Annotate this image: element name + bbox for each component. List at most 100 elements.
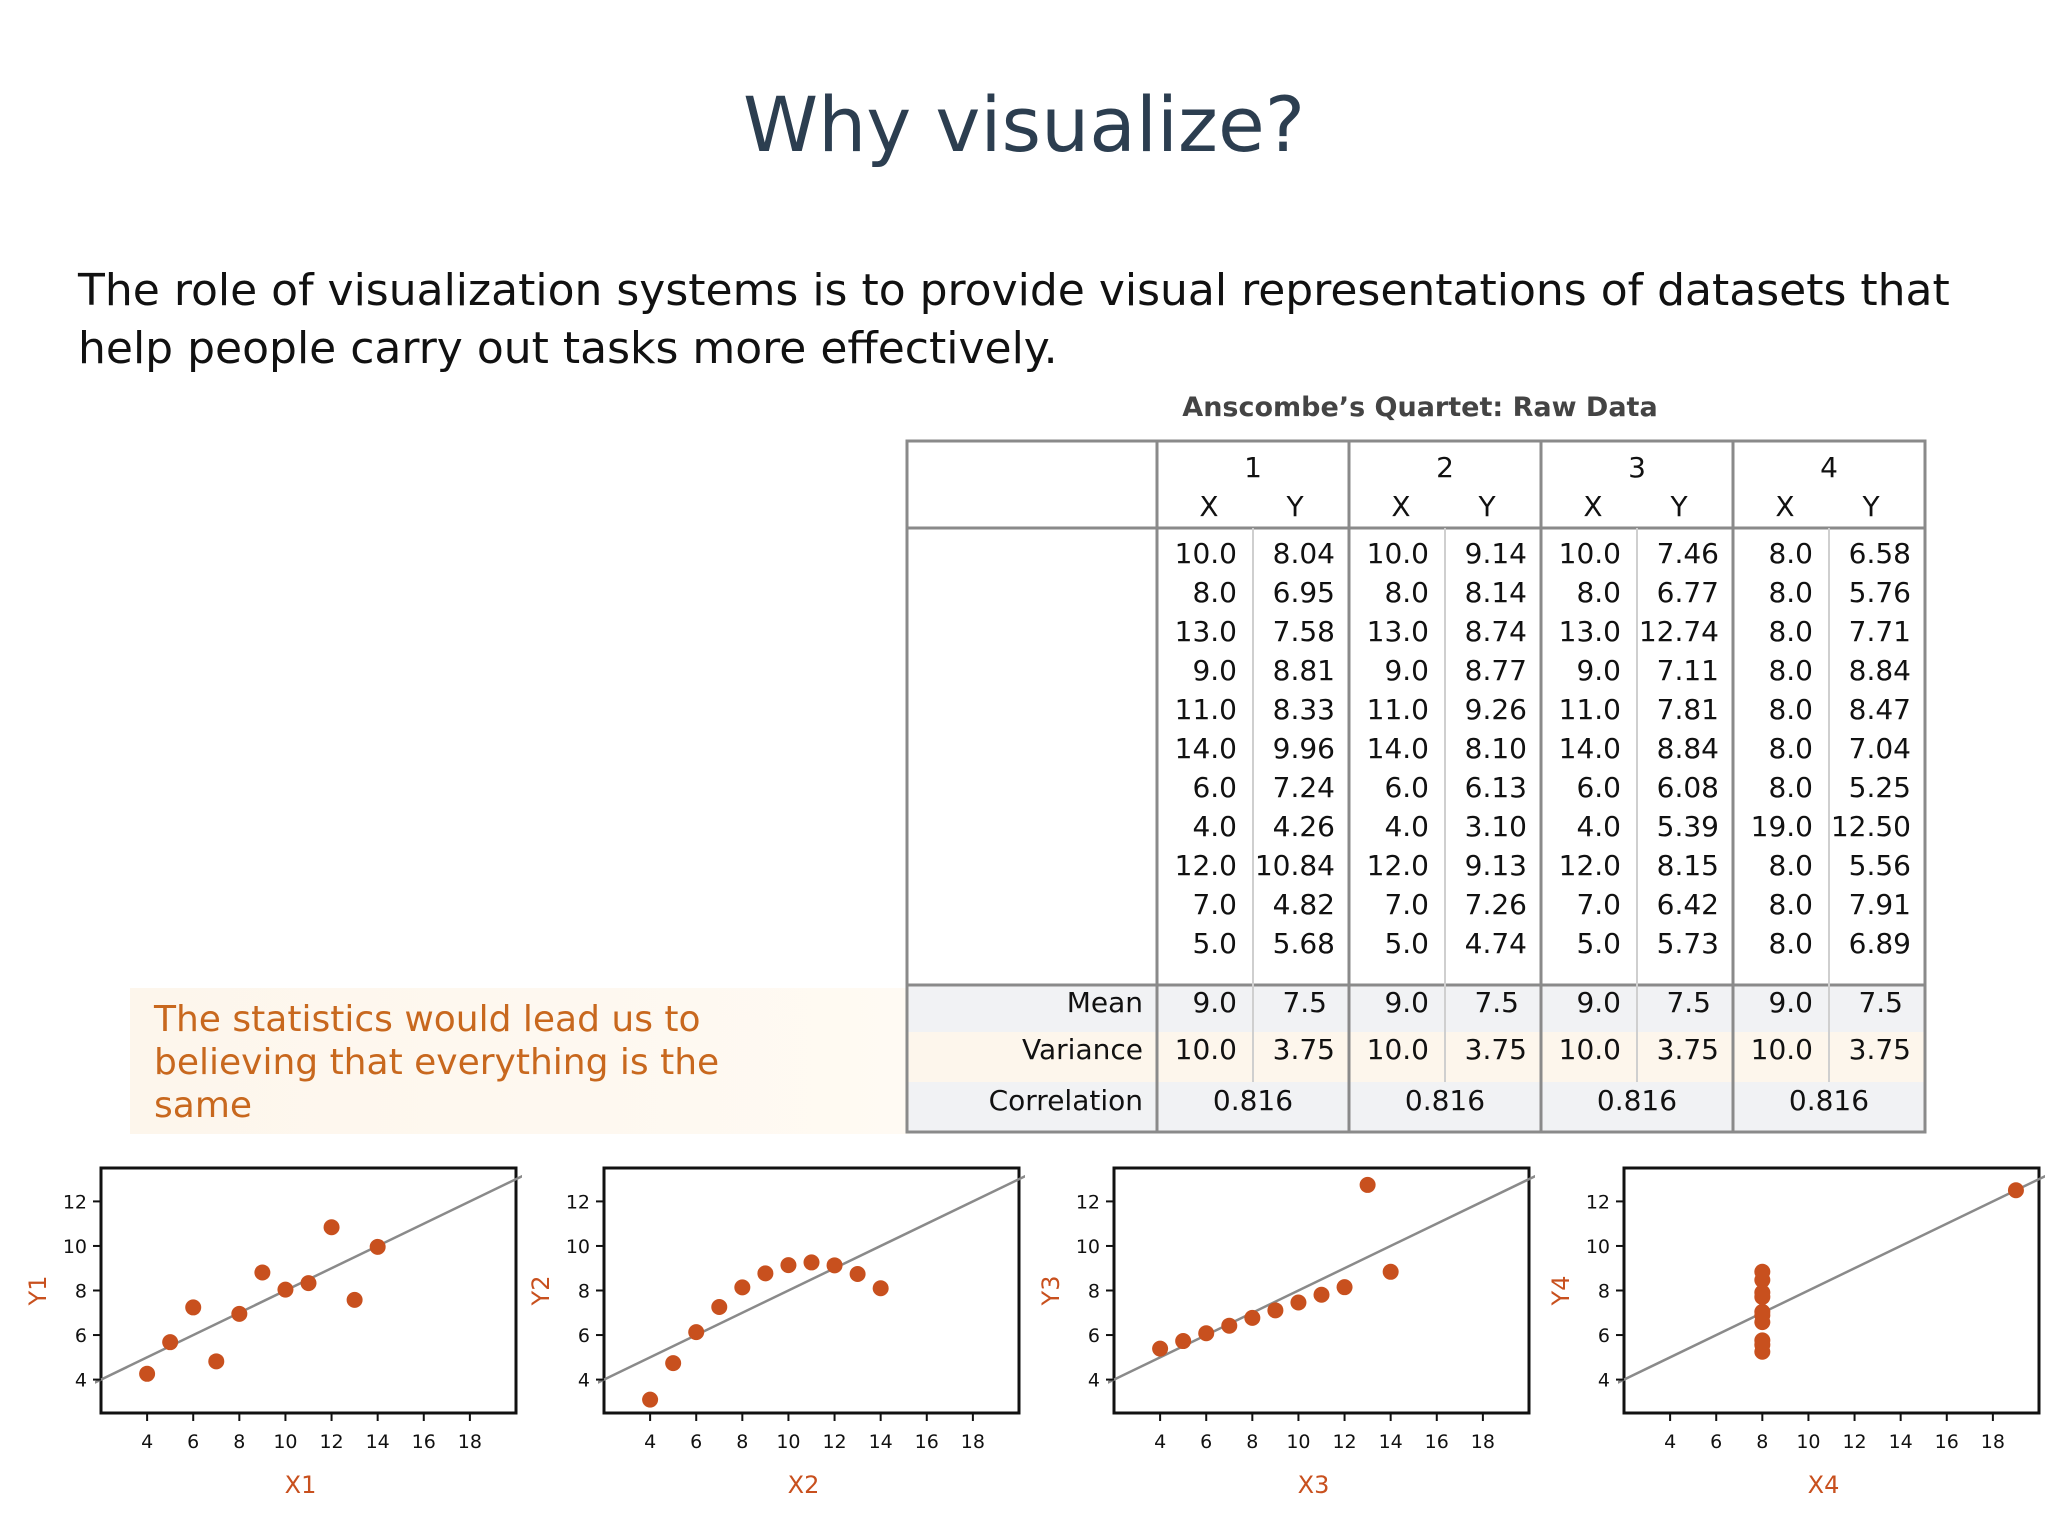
- x-tick-label: 12: [319, 1431, 343, 1453]
- table-cell: 13.0: [1175, 615, 1237, 648]
- x-tick-label: 10: [273, 1431, 297, 1453]
- x-tick-label: 14: [869, 1431, 893, 1453]
- table-cell: 8.0: [1768, 576, 1813, 609]
- y-tick-label: 12: [63, 1191, 87, 1213]
- x-tick-label: 10: [1286, 1431, 1310, 1453]
- table-cell: 5.73: [1657, 927, 1719, 960]
- data-point: [208, 1353, 225, 1370]
- table-cell: 10.0: [1175, 537, 1237, 570]
- table-cell: 5.68: [1273, 927, 1335, 960]
- x-tick-label: 8: [1246, 1431, 1258, 1453]
- stat-mean-x: 9.0: [1384, 986, 1429, 1019]
- table-cell: 5.25: [1849, 771, 1911, 804]
- x-tick-label: 8: [233, 1431, 245, 1453]
- stat-label-mean: Mean: [1067, 986, 1143, 1019]
- stat-variance-x: 10.0: [1175, 1033, 1237, 1066]
- x-tick-label: 6: [187, 1431, 199, 1453]
- table-cell: 6.95: [1273, 576, 1335, 609]
- table-cell: 8.74: [1465, 615, 1527, 648]
- data-point: [2007, 1182, 2024, 1199]
- stat-correlation: 0.816: [1405, 1084, 1485, 1117]
- x-tick-label: 18: [458, 1431, 482, 1453]
- table-cell: 4.0: [1384, 810, 1429, 843]
- table-cell: 12.50: [1831, 810, 1911, 843]
- data-point: [323, 1219, 340, 1236]
- stat-label-correlation: Correlation: [989, 1084, 1143, 1117]
- stat-variance-x: 10.0: [1559, 1033, 1621, 1066]
- data-point: [369, 1238, 386, 1255]
- x-tick-label: 8: [1756, 1431, 1768, 1453]
- y-tick-label: 4: [75, 1370, 87, 1392]
- table-cell: 8.33: [1273, 693, 1335, 726]
- table-cell: 5.0: [1192, 927, 1237, 960]
- data-point: [849, 1266, 866, 1283]
- table-cell: 8.0: [1768, 927, 1813, 960]
- x-tick-label: 6: [690, 1431, 702, 1453]
- x-tick-label: 14: [1889, 1431, 1913, 1453]
- table-cell: 8.0: [1768, 849, 1813, 882]
- table-cell: 12.0: [1559, 849, 1621, 882]
- data-point: [1382, 1263, 1399, 1280]
- table-cell: 6.08: [1657, 771, 1719, 804]
- data-point: [1754, 1307, 1771, 1324]
- table-cell: 9.96: [1273, 732, 1335, 765]
- y-tick-label: 10: [63, 1236, 87, 1258]
- y-axis-label: Y1: [24, 1276, 52, 1307]
- regression-line: [598, 1174, 1025, 1384]
- table-cell: 8.0: [1768, 654, 1813, 687]
- y-tick-label: 8: [75, 1281, 87, 1303]
- stat-row-variance-bg: [907, 1032, 1925, 1082]
- y-axis-label: Y2: [527, 1276, 555, 1307]
- table-cell: 6.77: [1657, 576, 1719, 609]
- stat-mean-x: 9.0: [1768, 986, 1813, 1019]
- table-cell: 8.0: [1768, 771, 1813, 804]
- stat-mean-y: 7.5: [1666, 986, 1711, 1019]
- x-tick-label: 12: [822, 1431, 846, 1453]
- stat-variance-x: 10.0: [1367, 1033, 1429, 1066]
- table-cell: 4.0: [1192, 810, 1237, 843]
- table-cell: 11.0: [1175, 693, 1237, 726]
- data-point: [1152, 1340, 1169, 1357]
- table-cell: 7.81: [1657, 693, 1719, 726]
- data-point: [1198, 1325, 1215, 1342]
- data-point: [1175, 1333, 1192, 1350]
- statistics-callout: The statistics would lead us to believin…: [130, 988, 910, 1134]
- table-cell: 19.0: [1751, 810, 1813, 843]
- data-point: [162, 1334, 179, 1351]
- y-tick-label: 8: [1598, 1281, 1610, 1303]
- table-cell: 8.0: [1768, 732, 1813, 765]
- x-tick-label: 10: [776, 1431, 800, 1453]
- x-tick-label: 4: [141, 1431, 153, 1453]
- x-tick-label: 16: [412, 1431, 436, 1453]
- table-cell: 12.0: [1367, 849, 1429, 882]
- data-point: [872, 1280, 889, 1297]
- x-axis-label: X2: [788, 1471, 820, 1499]
- table-cell: 4.74: [1465, 927, 1527, 960]
- stat-variance-y: 3.75: [1273, 1033, 1335, 1066]
- x-tick-label: 14: [366, 1431, 390, 1453]
- table-cell: 8.15: [1657, 849, 1719, 882]
- data-point: [826, 1257, 843, 1274]
- x-tick-label: 12: [1842, 1431, 1866, 1453]
- table-cell: 8.81: [1273, 654, 1335, 687]
- x-tick-label: 18: [1471, 1431, 1495, 1453]
- table-cell: 3.10: [1465, 810, 1527, 843]
- plot-frame: [1622, 1166, 2041, 1415]
- table-cell: 7.04: [1849, 732, 1911, 765]
- x-tick-label: 10: [1796, 1431, 1820, 1453]
- x-tick-label: 4: [1664, 1431, 1676, 1453]
- table-cell: 8.0: [1768, 693, 1813, 726]
- x-tick-label: 4: [644, 1431, 656, 1453]
- data-point: [1754, 1284, 1771, 1301]
- group-header-4: 4: [1820, 451, 1838, 484]
- stat-correlation: 0.816: [1213, 1084, 1293, 1117]
- data-point: [1221, 1317, 1238, 1334]
- table-cell: 9.0: [1192, 654, 1237, 687]
- stat-mean-x: 9.0: [1192, 986, 1237, 1019]
- table-cell: 6.0: [1384, 771, 1429, 804]
- table-caption: Anscombe’s Quartet: Raw Data: [1182, 392, 1658, 423]
- x-axis-label: X4: [1808, 1471, 1840, 1499]
- table-cell: 6.13: [1465, 771, 1527, 804]
- data-point: [1290, 1294, 1307, 1311]
